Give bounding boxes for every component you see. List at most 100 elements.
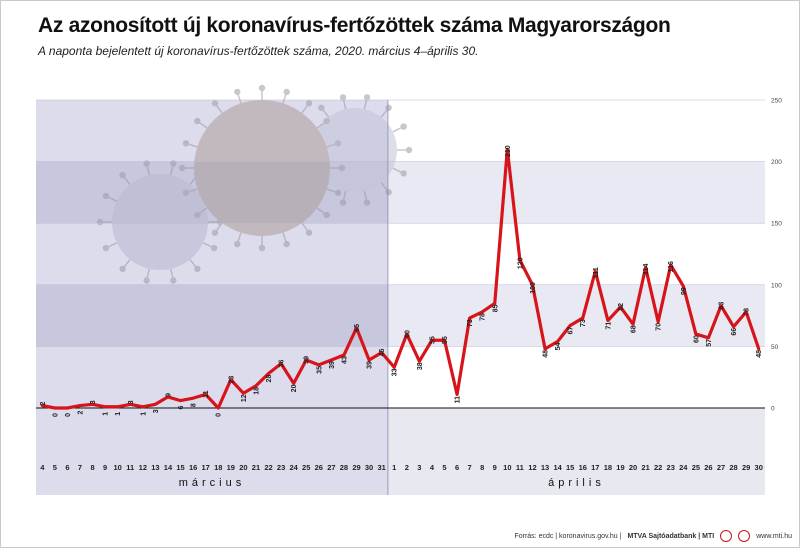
x-tick-label: 25 xyxy=(302,463,310,472)
data-label: 11 xyxy=(203,390,210,398)
data-point xyxy=(41,404,44,407)
data-label: 1 xyxy=(115,412,122,416)
data-label: 83 xyxy=(719,302,726,310)
data-label: 71 xyxy=(605,322,612,330)
data-label: 60 xyxy=(404,330,411,338)
data-label: 78 xyxy=(744,308,751,316)
data-label: 2 xyxy=(40,401,47,405)
data-point xyxy=(556,340,559,343)
x-tick-label: 18 xyxy=(214,463,222,472)
virus-spike-tip xyxy=(405,146,413,154)
data-point xyxy=(518,258,522,262)
data-label: 8 xyxy=(191,403,198,407)
data-point xyxy=(229,378,233,381)
virus-body xyxy=(194,100,330,236)
y-tick-label: 50 xyxy=(771,344,779,351)
data-point xyxy=(217,406,220,410)
website-link[interactable]: www.mti.hu xyxy=(756,532,792,540)
x-tick-label: 27 xyxy=(717,463,725,472)
data-point xyxy=(682,284,685,288)
data-label: 6 xyxy=(178,406,185,410)
x-tick-label: 15 xyxy=(566,463,574,472)
data-label: 39 xyxy=(304,356,311,364)
data-point xyxy=(581,316,584,320)
data-label: 3 xyxy=(90,400,97,404)
x-tick-label: 31 xyxy=(377,463,385,472)
data-point xyxy=(166,395,170,399)
x-tick-label: 19 xyxy=(616,463,624,472)
x-tick-label: 10 xyxy=(503,463,511,472)
x-tick-label: 21 xyxy=(252,463,260,472)
x-tick-label: 9 xyxy=(103,463,107,472)
virus-spike-tip xyxy=(102,192,110,200)
data-label: 67 xyxy=(568,326,575,334)
virus-spike-tip xyxy=(143,277,150,284)
data-label: 0 xyxy=(52,413,59,417)
x-tick-label: 13 xyxy=(541,463,549,472)
data-label: 55 xyxy=(442,336,449,344)
data-label: 12 xyxy=(241,394,248,402)
data-point xyxy=(78,404,82,407)
x-tick-label: 19 xyxy=(227,463,235,472)
footer: Forrás: ecdc | koronavirus.gov.hu | MTVA… xyxy=(514,530,792,542)
data-label: 66 xyxy=(731,328,738,336)
x-tick-label: 23 xyxy=(667,463,675,472)
data-label: 1 xyxy=(103,412,110,416)
y-tick-label: 200 xyxy=(771,159,782,166)
y-tick-label: 250 xyxy=(771,98,782,105)
data-label: 35 xyxy=(316,366,323,374)
chart-subtitle: A naponta bejelentett új koronavírus-fer… xyxy=(38,44,479,58)
x-tick-label: 8 xyxy=(90,463,94,472)
virus-spike-tip xyxy=(305,100,313,107)
virus-spike-tip xyxy=(96,218,104,226)
virus-spike-tip xyxy=(102,244,110,252)
grid-band xyxy=(387,161,765,224)
x-tick-label: 3 xyxy=(417,463,421,472)
x-tick-label: 11 xyxy=(516,463,524,472)
x-tick-label: 6 xyxy=(65,463,69,472)
data-point xyxy=(154,403,157,406)
data-point xyxy=(719,304,723,307)
data-label: 65 xyxy=(354,324,361,332)
data-label: 39 xyxy=(329,361,336,369)
x-tick-label: 28 xyxy=(729,463,737,472)
x-tick-label: 29 xyxy=(742,463,750,472)
y-tick-label: 100 xyxy=(771,282,782,289)
mti-logo-icon xyxy=(738,530,751,542)
x-tick-label: 23 xyxy=(277,463,285,472)
data-point xyxy=(179,399,182,402)
x-tick-label: 8 xyxy=(480,463,484,472)
source-note: Forrás: ecdc | koronavirus.gov.hu | xyxy=(514,532,622,540)
data-point xyxy=(493,302,496,305)
x-tick-label: 28 xyxy=(340,463,348,472)
april-background xyxy=(387,100,765,408)
data-label: 85 xyxy=(492,304,499,312)
data-point xyxy=(342,353,346,357)
data-label: 0 xyxy=(65,413,72,417)
data-point xyxy=(707,336,710,339)
virus-spike-tip xyxy=(211,100,219,107)
virus-spike-tip xyxy=(305,229,313,236)
data-label: 33 xyxy=(392,368,399,376)
data-point xyxy=(367,358,371,362)
data-label: 11 xyxy=(455,396,462,404)
grid-band xyxy=(36,284,388,347)
data-point xyxy=(418,359,421,363)
data-point xyxy=(129,403,132,406)
x-tick-label: 16 xyxy=(189,463,197,472)
x-tick-label: 24 xyxy=(289,463,298,472)
data-label: 82 xyxy=(618,303,625,311)
x-tick-label: 5 xyxy=(442,463,446,472)
virus-spike-tip xyxy=(234,88,241,96)
x-tick-label: 7 xyxy=(468,463,472,472)
data-point xyxy=(66,406,69,410)
data-point xyxy=(279,362,283,365)
data-point xyxy=(267,372,270,375)
data-point xyxy=(644,266,647,269)
x-tick-label: 18 xyxy=(604,463,612,472)
virus-spike-tip xyxy=(194,117,201,125)
x-tick-label: 14 xyxy=(553,463,562,472)
virus-body xyxy=(112,174,208,270)
x-tick-label: 9 xyxy=(493,463,497,472)
